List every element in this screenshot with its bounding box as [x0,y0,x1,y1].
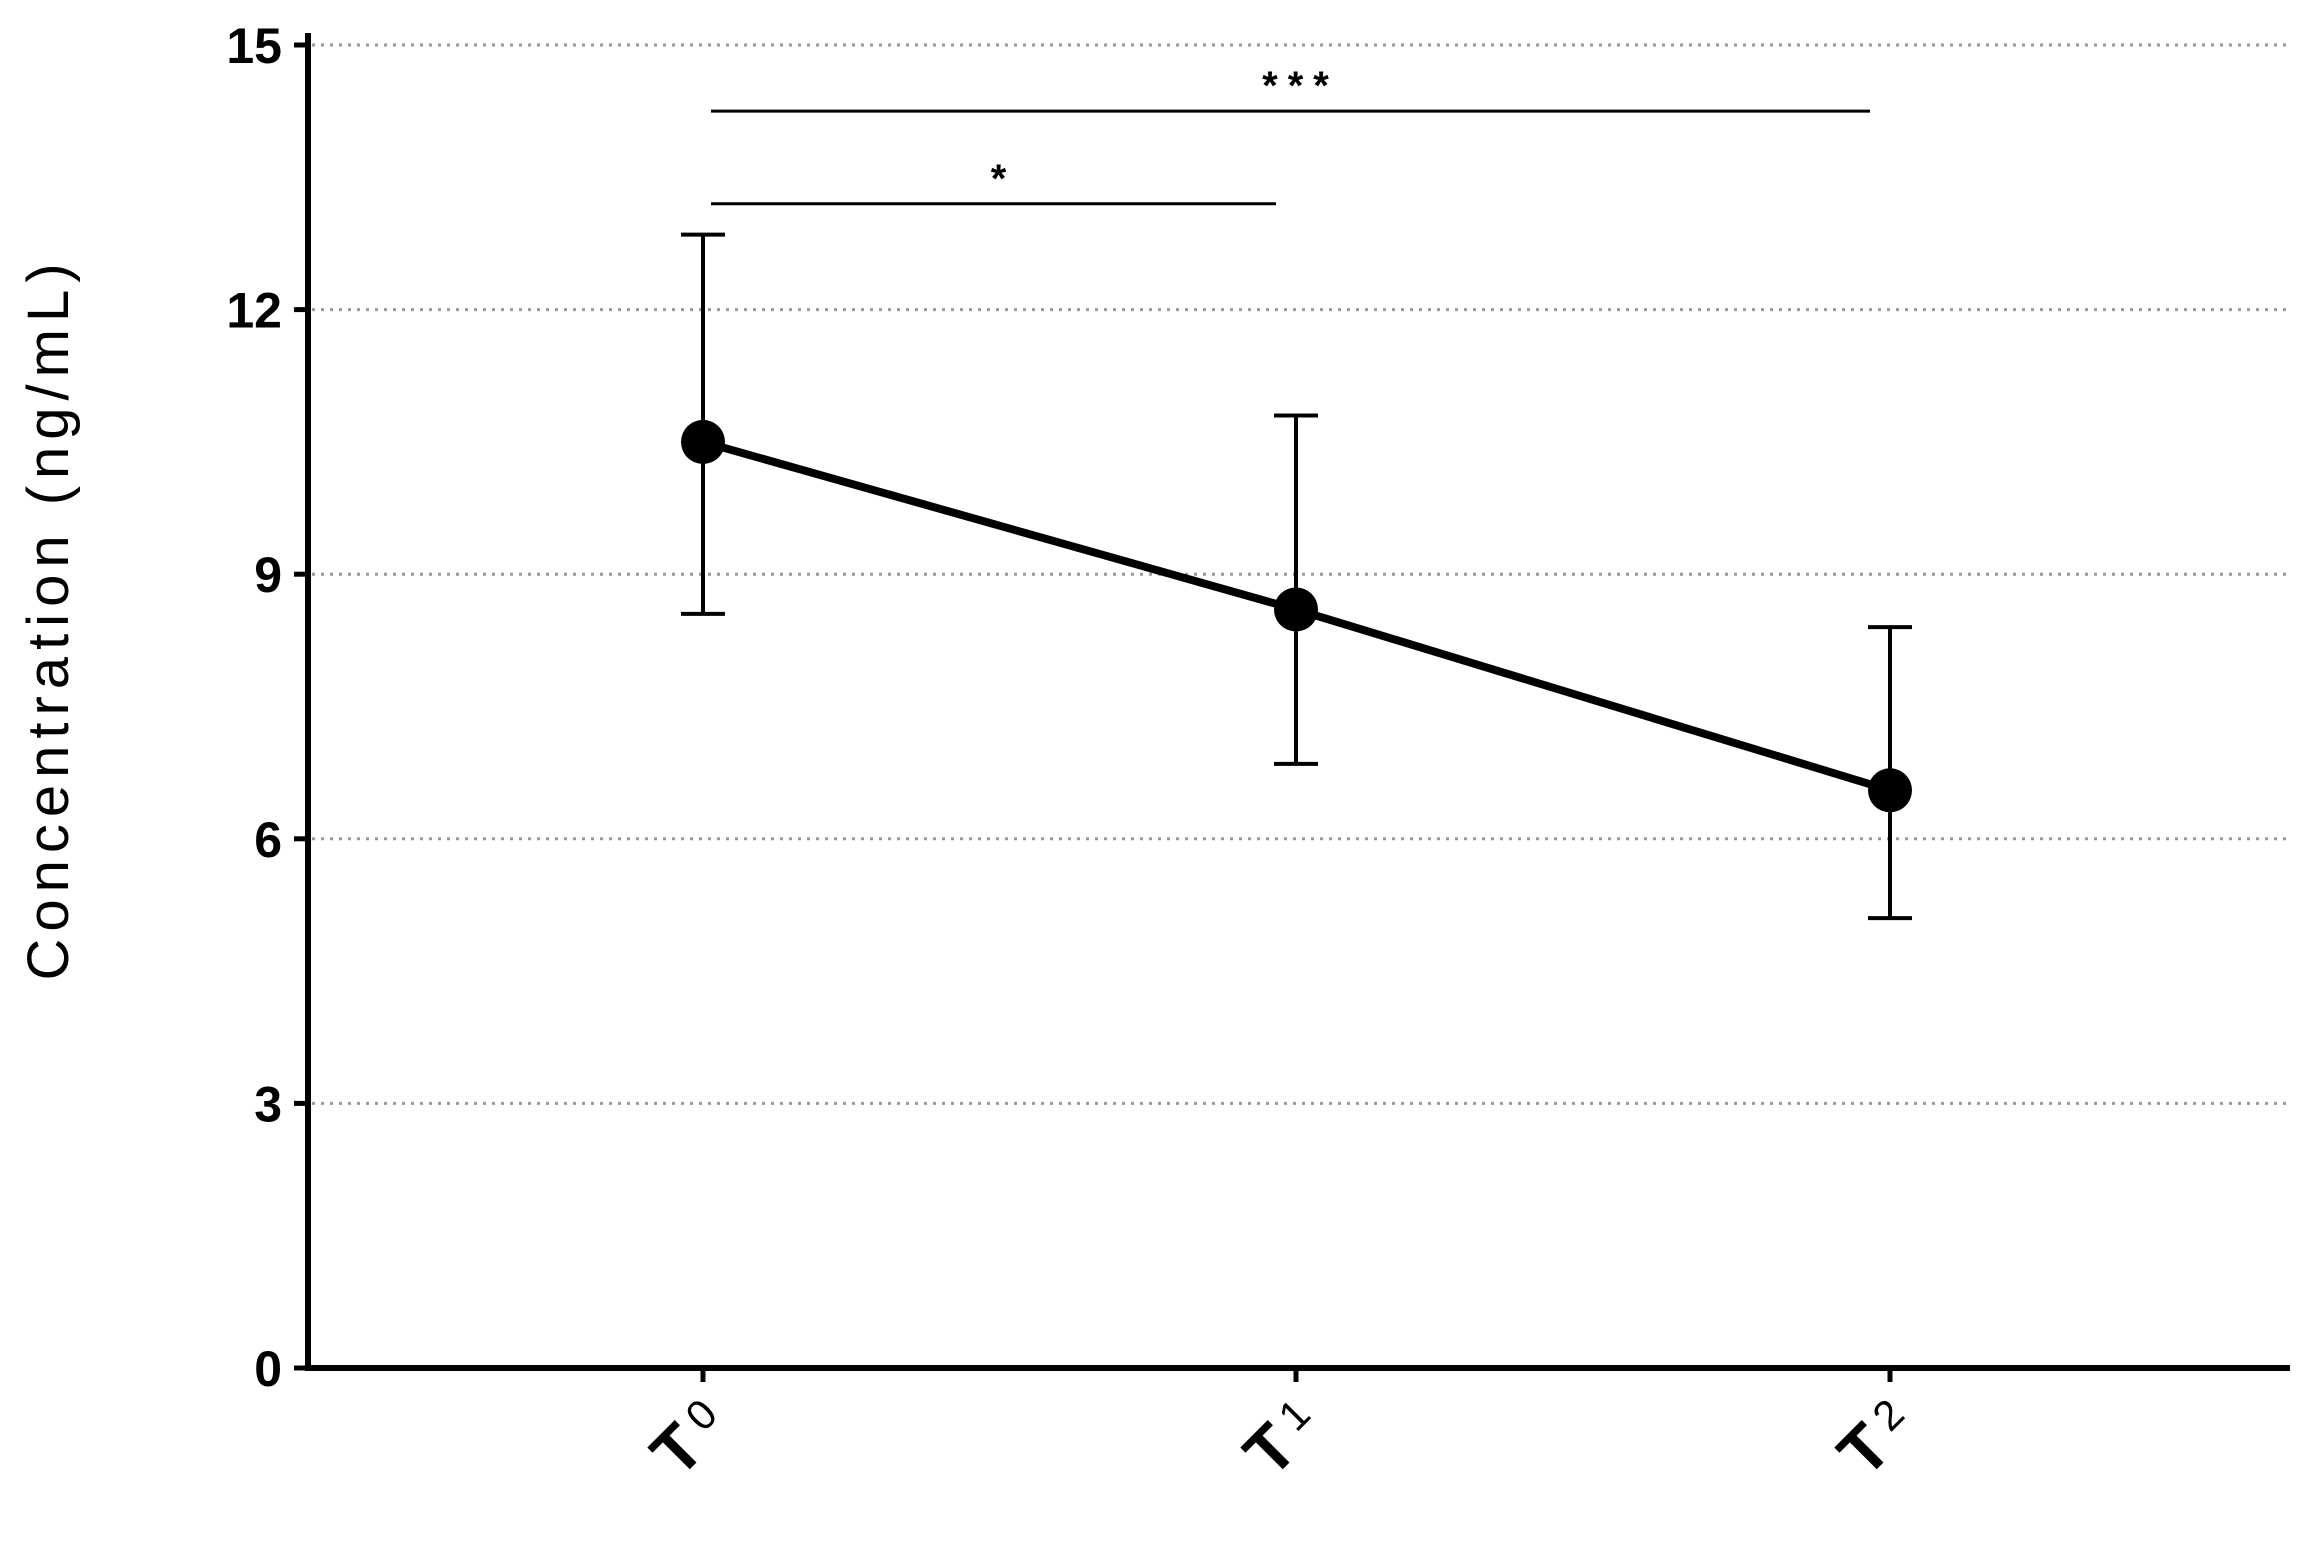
x-tick-label: T1 [1229,1386,1333,1490]
grid-layer [312,43,2290,1105]
y-tick-label: 12 [226,283,282,339]
y-tick-label: 6 [254,812,282,868]
data-point [681,419,725,464]
y-tick-label: 0 [254,1341,282,1397]
label-layer: 0 3 6 9 12 15 T0 T1 T2 Concentration (ng/mL) [16,18,1927,1490]
series-layer [681,232,1912,921]
x-tick-label: T0 [636,1386,740,1490]
significance-label: *** [1262,64,1339,108]
y-axis-title: Concentration (ng/mL) [16,256,81,980]
y-tick-label: 15 [226,18,282,74]
x-tick-label: T2 [1823,1386,1927,1490]
data-point [1274,587,1318,632]
y-tick-label: 9 [254,547,282,603]
significance-layer: **** [711,64,1870,206]
data-point [1868,768,1912,813]
y-tick-label: 3 [254,1076,282,1132]
significance-label: * [991,157,1017,201]
axes-layer [294,33,2290,1382]
